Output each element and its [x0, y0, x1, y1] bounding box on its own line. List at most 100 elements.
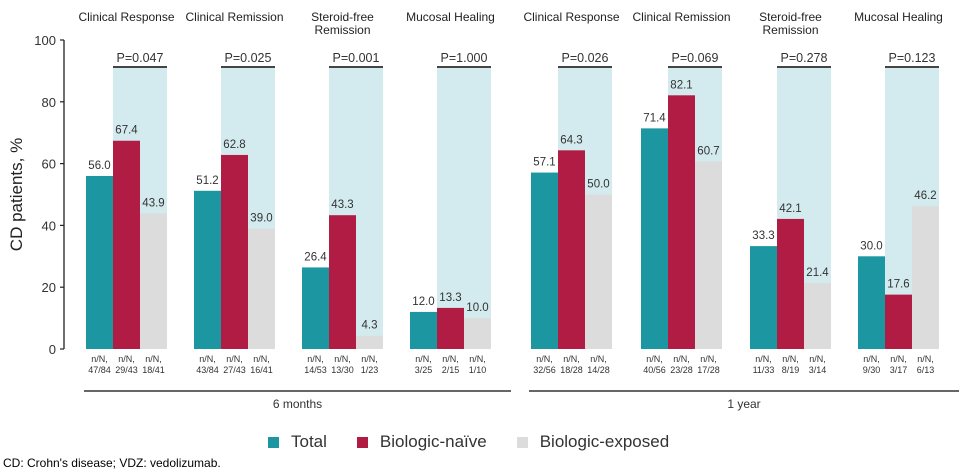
nN-value-label: 18/41 [142, 365, 165, 375]
y-axis-title: CD patients, % [7, 138, 26, 251]
nN-prefix-label: n/N, [536, 354, 553, 364]
data-label-total: 56.0 [88, 160, 110, 172]
data-label-biologic-naive: 62.8 [223, 139, 245, 151]
data-label-total: 30.0 [860, 240, 882, 252]
group-title: Mucosal Healing [406, 10, 495, 24]
nN-prefix-label: n/N, [199, 354, 216, 364]
legend-item-biologic-naive: Biologic-naïve [356, 432, 487, 452]
data-label-biologic-naive: 82.1 [670, 79, 692, 91]
pvalue-label: P=0.025 [225, 51, 272, 65]
bar-biologic-exposed [912, 206, 939, 349]
group-title: Steroid-free [759, 10, 822, 24]
bar-biologic-exposed [585, 194, 612, 349]
legend-label-biologic-exposed: Biologic-exposed [539, 432, 670, 451]
data-label-biologic-exposed: 50.0 [587, 179, 609, 191]
nN-prefix-label: n/N, [91, 354, 108, 364]
nN-value-label: 1/10 [469, 365, 487, 375]
pvalue-label: P=0.123 [889, 51, 936, 65]
nN-prefix-label: n/N, [863, 354, 880, 364]
group-title: Clinical Remission [632, 10, 730, 24]
bar-biologic-exposed [695, 161, 722, 349]
nN-value-label: 32/56 [533, 365, 556, 375]
bar-biologic-exposed [804, 282, 831, 349]
period-label: 6 months [273, 397, 322, 411]
data-label-biologic-exposed: 43.9 [142, 197, 164, 209]
nN-value-label: 3/14 [809, 365, 827, 375]
group-title: Remission [762, 23, 818, 37]
legend-label-biologic-naive: Biologic-naïve [379, 432, 487, 451]
data-label-total: 33.3 [752, 230, 774, 242]
nN-prefix-label: n/N, [361, 354, 378, 364]
nN-value-label: 9/30 [863, 365, 881, 375]
nN-prefix-label: n/N, [226, 354, 243, 364]
data-label-biologic-naive: 67.4 [115, 125, 138, 137]
nN-prefix-label: n/N, [809, 354, 826, 364]
period-label: 1 year [727, 397, 760, 411]
pvalue-label: P=1.000 [441, 51, 488, 65]
nN-prefix-label: n/N, [590, 354, 607, 364]
pvalue-band [437, 67, 491, 349]
bar-total [750, 246, 777, 349]
nN-value-label: 14/53 [304, 365, 327, 375]
nN-value-label: 27/43 [223, 365, 246, 375]
nN-value-label: 1/23 [361, 365, 379, 375]
nN-prefix-label: n/N, [253, 354, 270, 364]
bar-total [858, 256, 885, 349]
bar-biologic-naive [777, 218, 804, 349]
data-label-biologic-naive: 43.3 [331, 199, 353, 211]
pvalue-label: P=0.278 [781, 51, 828, 65]
nN-prefix-label: n/N, [563, 354, 580, 364]
data-label-biologic-exposed: 10.0 [466, 302, 488, 314]
bar-total [86, 175, 113, 349]
legend-swatch-biologic-exposed [516, 436, 528, 448]
data-label-biologic-exposed: 60.7 [697, 145, 719, 157]
nN-value-label: 6/13 [917, 365, 935, 375]
bar-biologic-exposed [464, 318, 491, 349]
bar-biologic-exposed [140, 213, 167, 349]
nN-value-label: 17/28 [697, 365, 720, 375]
nN-value-label: 23/28 [670, 365, 693, 375]
nN-value-label: 3/17 [890, 365, 908, 375]
legend-swatch-biologic-naive [356, 436, 368, 448]
bar-biologic-naive [329, 215, 356, 349]
data-label-biologic-exposed: 39.0 [250, 212, 272, 224]
nN-value-label: 8/19 [782, 365, 800, 375]
data-label-biologic-exposed: 46.2 [914, 190, 936, 202]
data-label-total: 71.4 [643, 112, 666, 124]
nN-value-label: 47/84 [88, 365, 111, 375]
nN-prefix-label: n/N, [118, 354, 135, 364]
nN-prefix-label: n/N, [755, 354, 772, 364]
nN-prefix-label: n/N, [307, 354, 324, 364]
nN-prefix-label: n/N, [469, 354, 486, 364]
bar-total [410, 311, 437, 349]
bar-biologic-naive [558, 150, 585, 349]
data-label-total: 57.1 [533, 157, 555, 169]
pvalue-label: P=0.047 [117, 51, 164, 65]
nN-prefix-label: n/N, [646, 354, 663, 364]
bar-biologic-naive [437, 307, 464, 349]
nN-value-label: 2/15 [442, 365, 460, 375]
bar-biologic-naive [221, 154, 248, 349]
bar-biologic-naive [885, 294, 912, 349]
data-label-total: 26.4 [304, 251, 327, 263]
group-title: Clinical Response [523, 10, 619, 24]
data-label-biologic-naive: 42.1 [779, 203, 801, 215]
data-label-total: 12.0 [412, 296, 434, 308]
data-label-biologic-naive: 13.3 [439, 292, 461, 304]
nN-value-label: 11/33 [753, 365, 775, 375]
pvalue-label: P=0.026 [562, 51, 609, 65]
nN-value-label: 13/30 [331, 365, 354, 375]
group-title: Mucosal Healing [854, 10, 943, 24]
nN-value-label: 14/28 [587, 365, 610, 375]
bar-total [641, 128, 668, 349]
nN-prefix-label: n/N, [334, 354, 351, 364]
group-title: Steroid-free [311, 10, 374, 24]
legend-item-total: Total [268, 432, 327, 452]
y-tick-label: 100 [34, 33, 56, 48]
nN-prefix-label: n/N, [917, 354, 934, 364]
nN-prefix-label: n/N, [442, 354, 459, 364]
nN-value-label: 16/41 [250, 365, 273, 375]
legend: Total Biologic-naïve Biologic-exposed [268, 432, 699, 452]
bar-biologic-naive [113, 140, 140, 349]
